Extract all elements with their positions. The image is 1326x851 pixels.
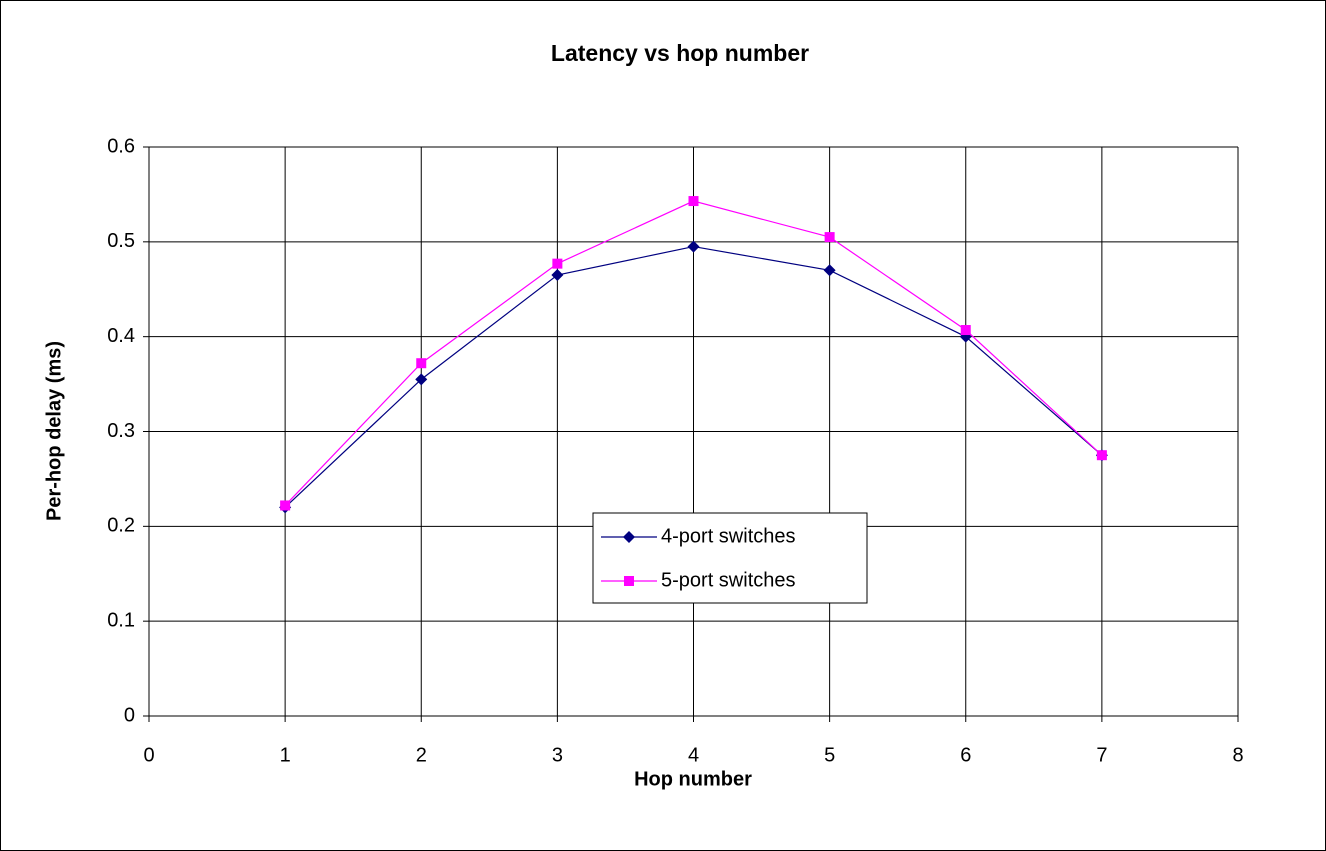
marker bbox=[551, 269, 564, 282]
marker bbox=[552, 258, 563, 269]
y-tick-label: 0.1 bbox=[107, 609, 135, 631]
y-tick-label: 0.5 bbox=[107, 230, 135, 252]
y-tick-label: 0.4 bbox=[107, 325, 135, 347]
y-axis-label: Per-hop delay (ms) bbox=[43, 341, 65, 521]
marker bbox=[960, 325, 971, 336]
x-tick-label: 6 bbox=[960, 744, 971, 766]
marker bbox=[416, 358, 427, 369]
marker bbox=[687, 240, 700, 253]
marker bbox=[415, 373, 428, 386]
x-tick-label: 8 bbox=[1232, 744, 1243, 766]
marker bbox=[823, 264, 836, 277]
x-tick-label: 4 bbox=[688, 744, 699, 766]
x-tick-label: 0 bbox=[143, 744, 154, 766]
y-tick-label: 0.6 bbox=[107, 135, 135, 157]
legend-label: 4-port switches bbox=[661, 525, 796, 547]
legend-marker bbox=[624, 576, 634, 586]
y-tick-label: 0.3 bbox=[107, 420, 135, 442]
x-tick-label: 3 bbox=[552, 744, 563, 766]
legend-label: 5-port switches bbox=[661, 569, 796, 591]
y-tick-label: 0 bbox=[124, 704, 135, 726]
legend-marker bbox=[623, 531, 635, 543]
x-tick-label: 1 bbox=[280, 744, 291, 766]
y-tick-label: 0.2 bbox=[107, 515, 135, 537]
marker bbox=[280, 500, 291, 511]
marker bbox=[1096, 450, 1107, 461]
x-tick-label: 5 bbox=[824, 744, 835, 766]
legend-box bbox=[592, 512, 868, 604]
x-tick-label: 7 bbox=[1096, 744, 1107, 766]
x-tick-label: 2 bbox=[416, 744, 427, 766]
x-axis-label: Hop number bbox=[634, 768, 752, 790]
marker bbox=[824, 232, 835, 243]
marker bbox=[688, 196, 699, 207]
chart-title: Latency vs hop number bbox=[551, 40, 809, 66]
